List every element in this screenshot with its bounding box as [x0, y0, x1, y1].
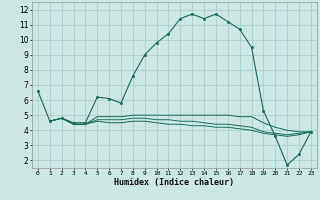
- X-axis label: Humidex (Indice chaleur): Humidex (Indice chaleur): [115, 178, 234, 187]
